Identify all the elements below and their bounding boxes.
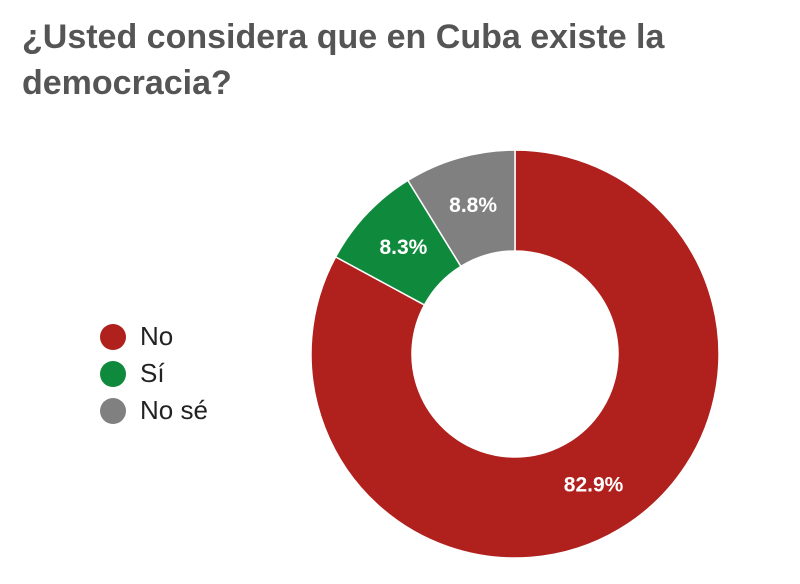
slice-label-no: 82.9% bbox=[564, 473, 624, 496]
legend-item-si: Sí bbox=[100, 355, 208, 392]
legend-swatch-no-se bbox=[100, 397, 126, 424]
chart-title: ¿Usted considera que en Cuba existe la d… bbox=[22, 18, 665, 102]
legend-item-no-se: No sé bbox=[100, 392, 208, 429]
legend: No Sí No sé bbox=[100, 318, 208, 429]
slice-no-se bbox=[406, 149, 516, 268]
slice-no bbox=[310, 149, 720, 559]
legend-label-no-se: No sé bbox=[140, 395, 208, 425]
legend-item-no: No bbox=[100, 318, 208, 355]
legend-swatch-no bbox=[100, 323, 126, 350]
slice-label-no-se: 8.8% bbox=[449, 194, 497, 217]
legend-label-no: No bbox=[140, 321, 174, 351]
legend-label-si: Sí bbox=[140, 358, 165, 388]
slice-label-si: 8.3% bbox=[379, 236, 427, 259]
legend-swatch-si bbox=[100, 360, 126, 387]
